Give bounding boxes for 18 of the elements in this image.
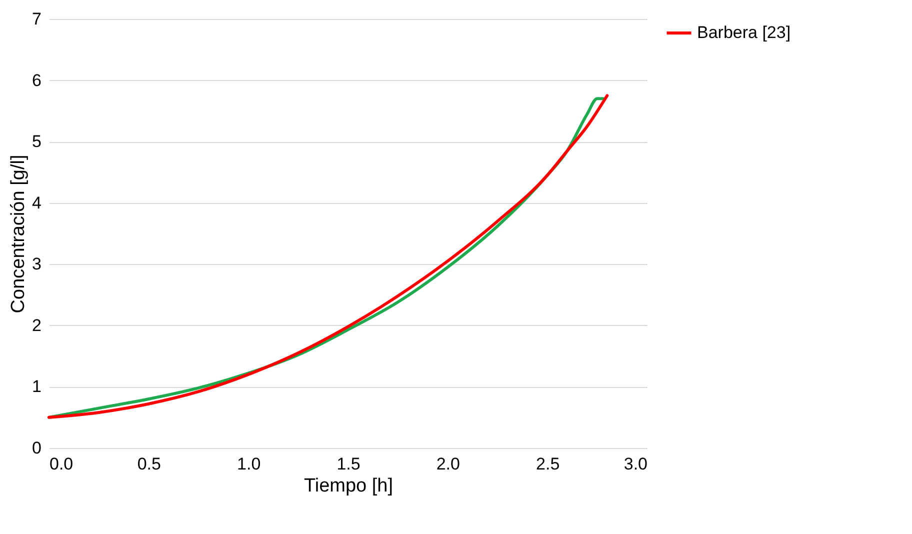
- x-tick-label: 2.0: [436, 454, 460, 474]
- y-axis-title: Concentración [g/l]: [8, 154, 30, 314]
- x-tick-label: 2.5: [536, 454, 560, 474]
- x-tick-label: 1.0: [237, 454, 261, 474]
- x-tick-label: 0.0: [50, 454, 74, 474]
- y-tick-label: 2: [32, 316, 42, 335]
- y-tick-label: 4: [32, 193, 42, 212]
- x-tick-label: 3.0: [624, 454, 648, 474]
- y-tick-label: 5: [32, 132, 42, 152]
- y-tick-label: 7: [32, 10, 42, 28]
- y-tick-label: 0: [32, 438, 42, 458]
- x-tick-label: 0.5: [137, 454, 161, 474]
- y-tick-label: 6: [32, 70, 42, 90]
- y-tick-label: 1: [32, 377, 42, 396]
- x-axis-title: Tiempo [h]: [304, 476, 394, 496]
- x-tick-label: 1.5: [336, 454, 360, 474]
- y-tick-label: 3: [32, 254, 42, 274]
- legend-label: Barbera [23]: [697, 23, 791, 42]
